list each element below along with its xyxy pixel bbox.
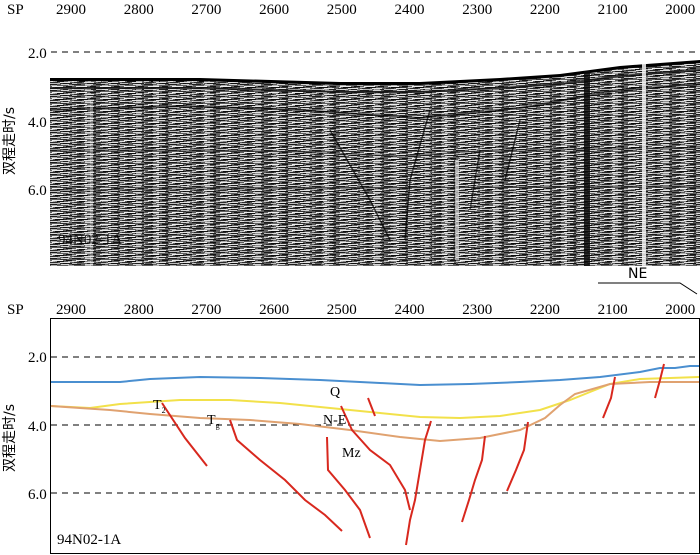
sp-tick-label: 2100 [598, 2, 628, 18]
fault-line [340, 405, 411, 511]
direction-indicator: NE [598, 266, 698, 295]
sp-tick-label: 2600 [259, 302, 289, 318]
top-time-axis-label: 双程走时/s [2, 107, 18, 175]
fault-line [326, 436, 371, 539]
sp-tick-label: 2300 [462, 302, 492, 318]
bottom-panel-frame [50, 318, 700, 554]
bottom-sp-prefix: SP [7, 302, 24, 318]
unit-q-label: Q [330, 385, 340, 400]
sp-tick-label: 2000 [665, 302, 695, 318]
sp-tick-label: 2900 [56, 302, 86, 318]
time-tick-label: 4.0 [28, 419, 47, 435]
time-tick-label: 6.0 [28, 487, 47, 503]
time-tick-label: 2.0 [28, 350, 47, 366]
time-tick-label: 4.0 [28, 115, 47, 131]
seismic-section-image [50, 18, 700, 266]
fault-line [367, 397, 376, 417]
fault-lines [161, 363, 665, 546]
time-tick-label: 2.0 [28, 46, 47, 62]
top-panel: SP 2900 2800 2700 2600 2500 2400 2300 2200 2100 2… [2, 2, 700, 266]
bottom-panel: SP 2900 2800 2700 2600 2500 2400 2300 2200 2100 2… [2, 302, 700, 554]
sp-tick-label: 2700 [191, 302, 221, 318]
top-sp-tick-labels: 2900 2800 2700 2600 2500 2400 2300 2200 2100 2000 [56, 2, 695, 18]
top-sp-prefix: SP [7, 2, 24, 18]
sp-tick-label: 2200 [530, 302, 560, 318]
top-line-id: 94N02-1A [58, 232, 122, 248]
bottom-time-tick-labels: 2.0 4.0 6.0 [28, 350, 47, 503]
sp-tick-label: 2300 [462, 2, 492, 18]
sp-tick-label: 2800 [124, 2, 154, 18]
sp-tick-label: 2900 [56, 2, 86, 18]
time-tick-label: 6.0 [28, 183, 47, 199]
sp-tick-label: 2500 [327, 302, 357, 318]
fault-line [506, 421, 529, 492]
fault-line [602, 376, 616, 419]
unit-ne-label: N-E [323, 413, 346, 428]
sp-tick-label: 2500 [327, 2, 357, 18]
sp-tick-label: 2800 [124, 302, 154, 318]
bottom-line-id: 94N02-1A [57, 532, 121, 548]
fault-line [461, 435, 486, 523]
direction-label: NE [628, 266, 647, 282]
fault-line [654, 363, 665, 399]
sp-tick-label: 2400 [395, 2, 425, 18]
sp-tick-label: 2000 [665, 2, 695, 18]
fault-line [161, 402, 208, 467]
sp-tick-label: 2600 [259, 2, 289, 18]
horizon-t2-label: T2 [153, 398, 166, 415]
fault-line [405, 420, 432, 546]
sp-tick-label: 2200 [530, 2, 560, 18]
sp-tick-label: 2400 [395, 302, 425, 318]
bottom-time-axis-label: 双程走时/s [2, 404, 18, 472]
unit-mz-label: Mz [342, 446, 361, 461]
sp-tick-label: 2700 [191, 2, 221, 18]
horizon-tg [50, 381, 699, 443]
sp-tick-label: 2100 [598, 302, 628, 318]
top-time-tick-labels: 2.0 4.0 6.0 [28, 46, 47, 199]
horizon-seafloor [51, 365, 699, 387]
horizon-tg-label: Tg [207, 413, 220, 430]
fault-line [229, 419, 343, 532]
bottom-sp-tick-labels: 2900 2800 2700 2600 2500 2400 2300 2200 2100 2000 [56, 302, 695, 318]
direction-arrow [598, 282, 698, 295]
